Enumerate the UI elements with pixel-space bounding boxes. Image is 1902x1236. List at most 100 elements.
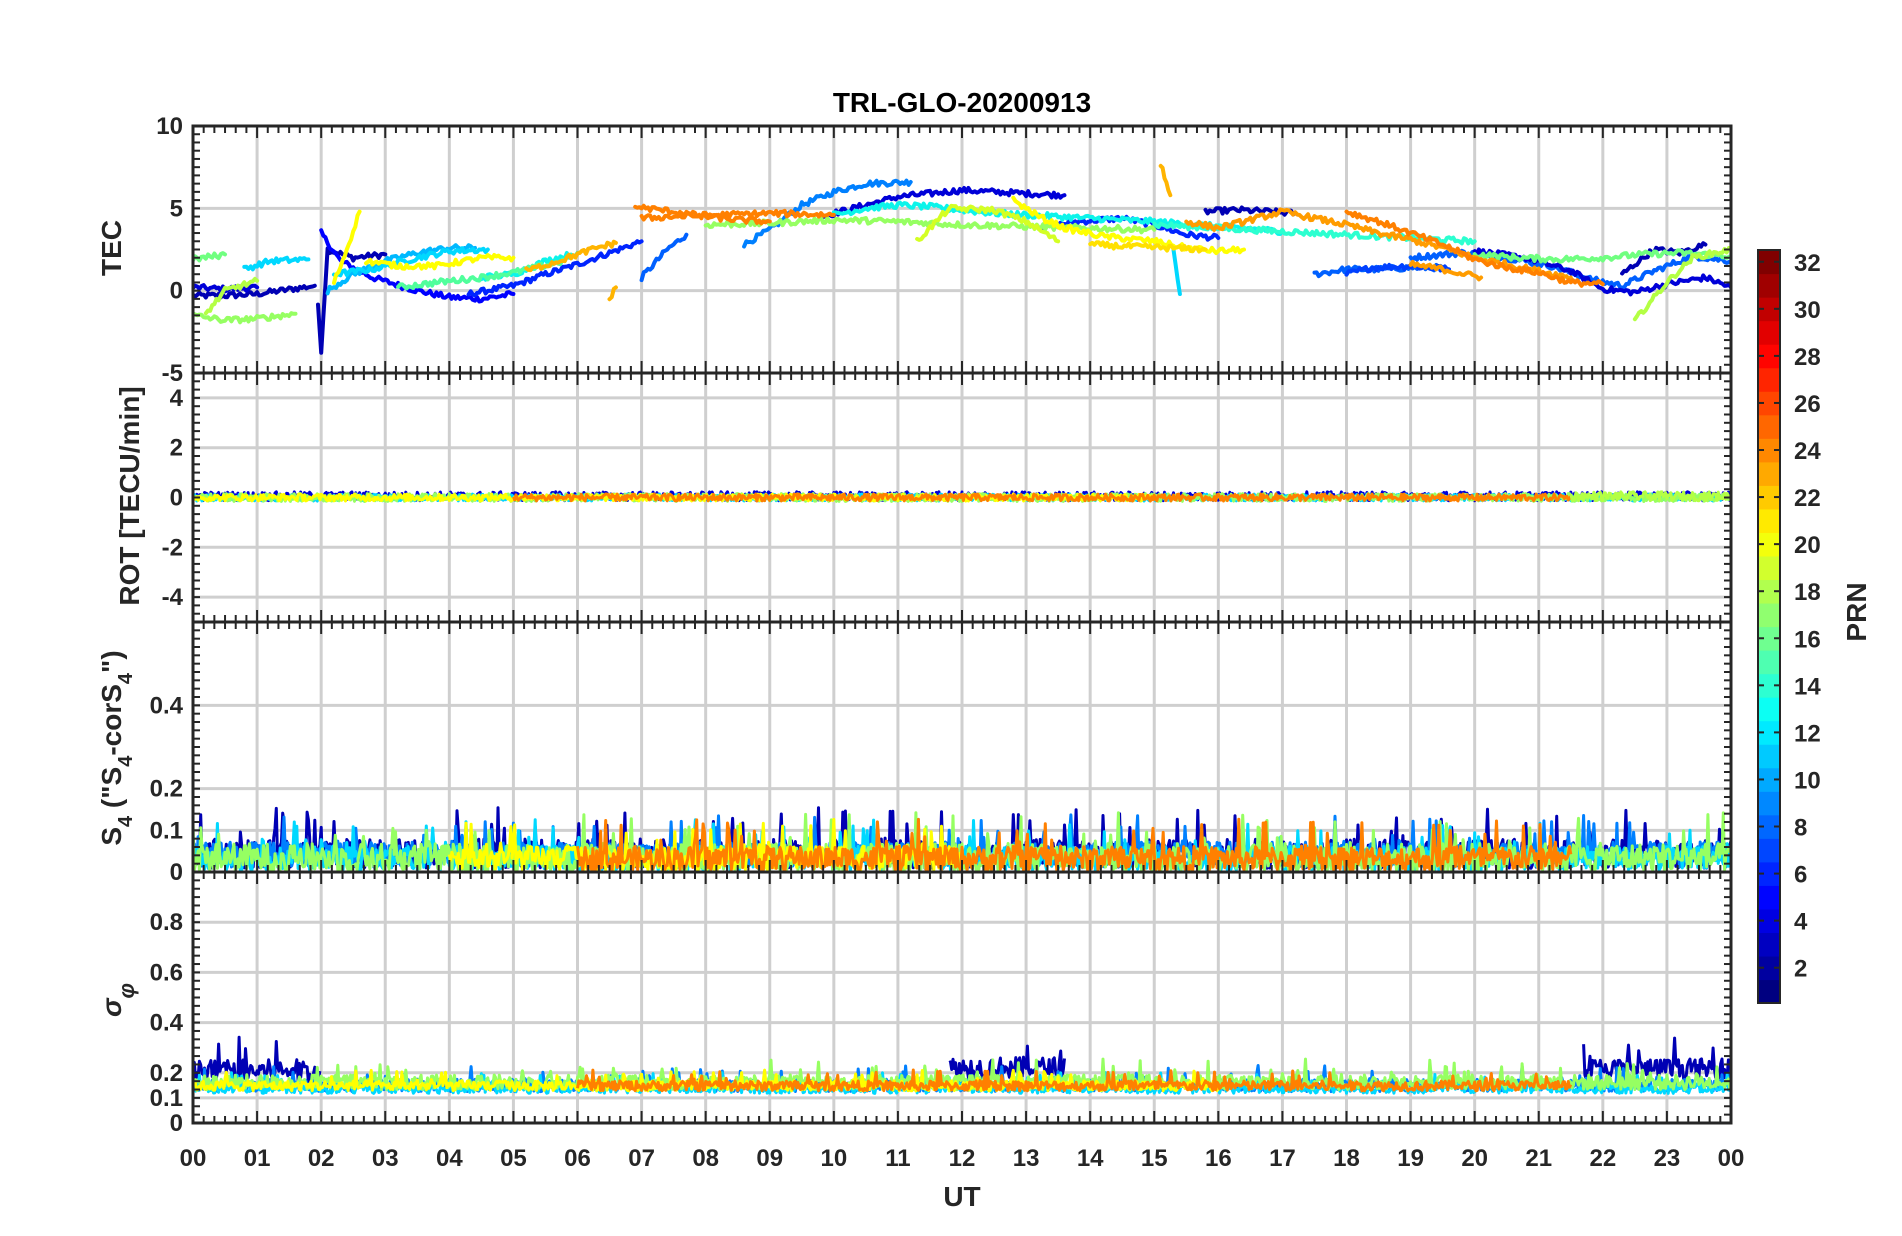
- y-tick-label-sigma: 0.4: [150, 1010, 184, 1037]
- colorbar-tick-label: 26: [1794, 391, 1821, 418]
- rot-series-prn-24: [512, 492, 1573, 503]
- tec-series-prn-4: [319, 228, 516, 304]
- colorbar-tick-label: 22: [1794, 485, 1821, 512]
- rot-series-prn-18: [1569, 490, 1731, 503]
- colorbar-tick-label: 6: [1794, 862, 1807, 889]
- x-tick-label: 08: [692, 1145, 719, 1172]
- colorbar-cell: [1758, 602, 1780, 628]
- tec-series-prn-21: [1088, 240, 1208, 254]
- y-axis-label-part: 4: [115, 755, 137, 767]
- x-tick-label: 11: [885, 1145, 910, 1172]
- panel-rot: -4 -2 0 2 4 ROT [TECU/min]: [114, 371, 1733, 624]
- colorbar-cell: [1758, 579, 1780, 604]
- tec-series-prn-3: [819, 185, 1067, 220]
- x-tick-label: 16: [1205, 1145, 1232, 1172]
- chart-title: TRL-GLO-20200913: [833, 87, 1091, 118]
- tec-series-prn-16: [1472, 248, 1731, 264]
- x-tick-label: 05: [500, 1145, 527, 1172]
- x-tick-label: 12: [949, 1145, 976, 1172]
- colorbar-cell: [1758, 791, 1780, 816]
- colorbar-frame: [1757, 249, 1781, 1004]
- x-tick-label: 13: [1013, 1145, 1040, 1172]
- x-tick-label: 00: [1718, 1145, 1745, 1172]
- y-axis-label-rot: ROT [TECU/min]: [114, 386, 145, 605]
- x-tick-label: 15: [1141, 1145, 1168, 1172]
- colorbar-cell: [1758, 508, 1780, 533]
- x-tick-label: 20: [1461, 1145, 1488, 1172]
- tec-series-prn-11: [325, 243, 477, 296]
- colorbar-tick-label: 28: [1794, 344, 1821, 371]
- colorbar-tick-label: 32: [1794, 250, 1821, 277]
- colorbar-cell: [1758, 767, 1780, 792]
- colorbar-tick-label: 16: [1794, 626, 1821, 653]
- colorbar-cell: [1758, 367, 1780, 392]
- y-tick-label-s4: 0.4: [150, 692, 184, 719]
- x-tick-label: 00: [180, 1145, 207, 1172]
- tec-series-prn-12: [332, 246, 490, 278]
- colorbar-cell: [1758, 814, 1780, 839]
- colorbar-cell: [1758, 955, 1780, 981]
- y-tick-label-sigma: 0: [170, 1110, 183, 1137]
- colorbar-tick-label: 12: [1794, 720, 1821, 747]
- tec-series-prn-22: [524, 239, 618, 273]
- y-tick-label-rot: 2: [170, 435, 183, 462]
- colorbar-cell: [1758, 673, 1780, 698]
- tec-series-prn-20: [332, 209, 362, 285]
- tec-series-prn-17: [193, 311, 298, 325]
- tec-series-prn-5: [466, 239, 644, 298]
- y-tick-label-s4: 0.2: [150, 776, 183, 803]
- colorbar-cell: [1758, 697, 1780, 722]
- tec-series-prn-20: [364, 253, 516, 271]
- x-tick-label: 14: [1077, 1145, 1104, 1172]
- y-tick-label-tec: 0: [170, 278, 183, 305]
- colorbar-cell: [1758, 250, 1780, 275]
- y-axis-label-part: S: [96, 827, 127, 846]
- colorbar-tick-label: 8: [1794, 815, 1807, 842]
- colorbar-cell: [1758, 485, 1780, 510]
- rot-series-prn-17: [193, 492, 1731, 503]
- colorbar-cell: [1758, 438, 1780, 463]
- x-tick-label: 21: [1525, 1145, 1552, 1172]
- tec-series-prn-22: [607, 285, 618, 302]
- x-tick-label: 02: [308, 1145, 335, 1172]
- x-tick-label: 01: [244, 1145, 271, 1172]
- colorbar-cell: [1758, 555, 1780, 581]
- y-axis-label-part: "): [96, 650, 127, 673]
- tec-series-prn-24: [639, 208, 836, 222]
- colorbar-tick-label: 20: [1794, 532, 1821, 559]
- series-group-rot: [193, 490, 1731, 503]
- colorbar-tick-label: 18: [1794, 579, 1821, 606]
- tec-series-prn-23: [1408, 259, 1484, 282]
- x-tick-label: 06: [564, 1145, 591, 1172]
- x-tick-label: 17: [1269, 1145, 1296, 1172]
- y-axis-label-part: σ: [96, 997, 127, 1017]
- y-tick-label-rot: -2: [162, 534, 183, 561]
- tec-series-prn-7: [639, 232, 689, 283]
- y-tick-label-rot: 4: [170, 385, 184, 412]
- series-group-tec: [193, 163, 1731, 355]
- colorbar-cell: [1758, 979, 1780, 1004]
- x-tick-label: 04: [436, 1145, 463, 1172]
- panel-sigma: 00.10.2 0.4 0.6 0.8 σφ: [96, 870, 1733, 1137]
- x-tick-label: 22: [1589, 1145, 1616, 1172]
- y-axis-label-s4: S4 ("S4-corS4"): [96, 650, 137, 845]
- y-tick-label-tec: -5: [162, 360, 183, 387]
- tec-series-prn-2: [193, 283, 317, 300]
- colorbar-cell: [1758, 626, 1780, 651]
- y-tick-label-sigma: 0.8: [150, 909, 183, 936]
- colorbar-cell: [1758, 320, 1780, 345]
- colorbar-label: PRN: [1841, 582, 1872, 641]
- x-tick-label: 18: [1333, 1145, 1360, 1172]
- colorbar-tick-label: 2: [1794, 956, 1807, 983]
- colorbar-tick-label: 24: [1794, 438, 1821, 465]
- panel-tec: -5 0 5 10 TEC: [96, 113, 1733, 387]
- colorbar-cell: [1758, 838, 1780, 863]
- y-tick-label-s4: 0.1: [150, 817, 183, 844]
- x-tick-label: 10: [820, 1145, 847, 1172]
- tec-series-prn-24: [1344, 209, 1605, 288]
- y-axis-label-part: ("S: [96, 767, 127, 816]
- colorbar-cell: [1758, 720, 1780, 745]
- y-tick-label-rot: 0: [170, 485, 183, 512]
- x-tick-label: 07: [628, 1145, 655, 1172]
